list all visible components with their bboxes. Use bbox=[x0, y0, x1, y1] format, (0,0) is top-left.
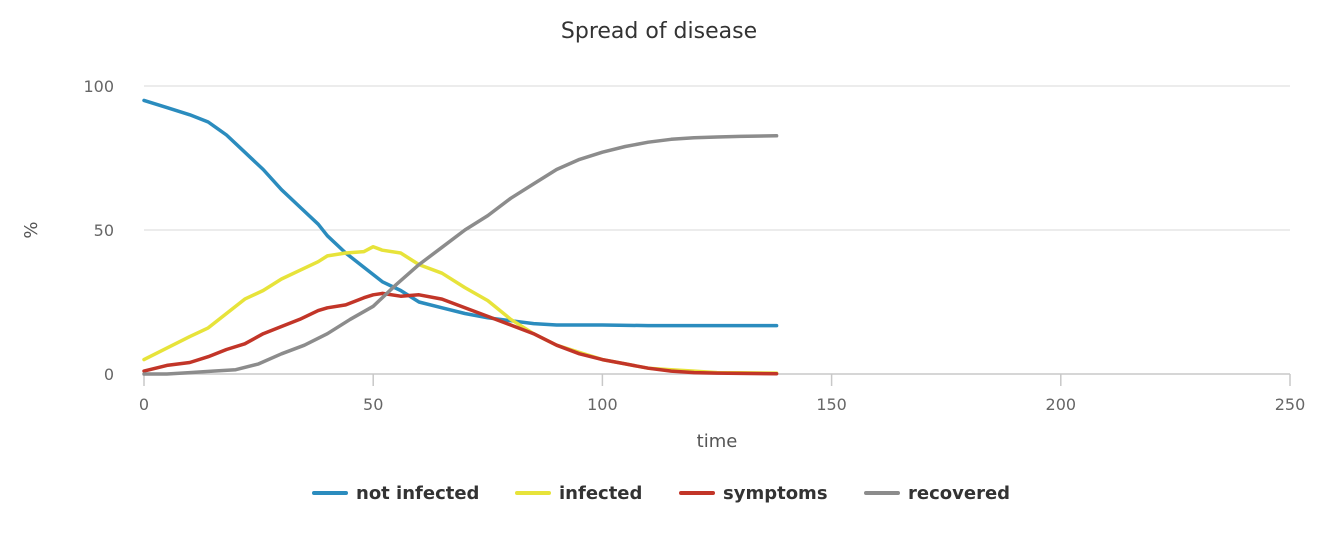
y-tick-label: 50 bbox=[94, 221, 114, 240]
legend-item[interactable]: recovered bbox=[864, 483, 1010, 504]
legend: not infected infected symptoms recovered bbox=[312, 483, 1010, 504]
chart-title: Spread of disease bbox=[561, 19, 757, 44]
series-line-symptoms bbox=[142, 291, 779, 376]
x-tick-label: 50 bbox=[363, 395, 383, 414]
series-line-not-infected bbox=[142, 98, 779, 328]
x-tick-label: 200 bbox=[1046, 395, 1077, 414]
y-tick-label: 100 bbox=[83, 77, 114, 96]
x-tick-label: 150 bbox=[816, 395, 847, 414]
series-lines bbox=[142, 98, 779, 376]
legend-label: not infected bbox=[356, 483, 479, 504]
x-tick-label: 100 bbox=[587, 395, 618, 414]
y-tick-label: 0 bbox=[104, 365, 114, 384]
legend-item[interactable]: not infected bbox=[312, 483, 479, 504]
axes: 0 50 100 0 50 100 150 200 250 bbox=[83, 77, 1305, 414]
legend-item[interactable]: symptoms bbox=[679, 483, 828, 504]
legend-label: symptoms bbox=[723, 483, 828, 504]
y-axis-label: % bbox=[21, 221, 42, 238]
x-axis-label: time bbox=[697, 431, 738, 452]
legend-item[interactable]: infected bbox=[515, 483, 642, 504]
legend-label: infected bbox=[559, 483, 642, 504]
gridlines bbox=[144, 85, 1290, 231]
legend-label: recovered bbox=[908, 483, 1010, 504]
x-tick-label: 0 bbox=[139, 395, 149, 414]
series-line-recovered bbox=[142, 134, 779, 376]
x-tick-label: 250 bbox=[1275, 395, 1306, 414]
series-line-infected bbox=[142, 244, 779, 375]
